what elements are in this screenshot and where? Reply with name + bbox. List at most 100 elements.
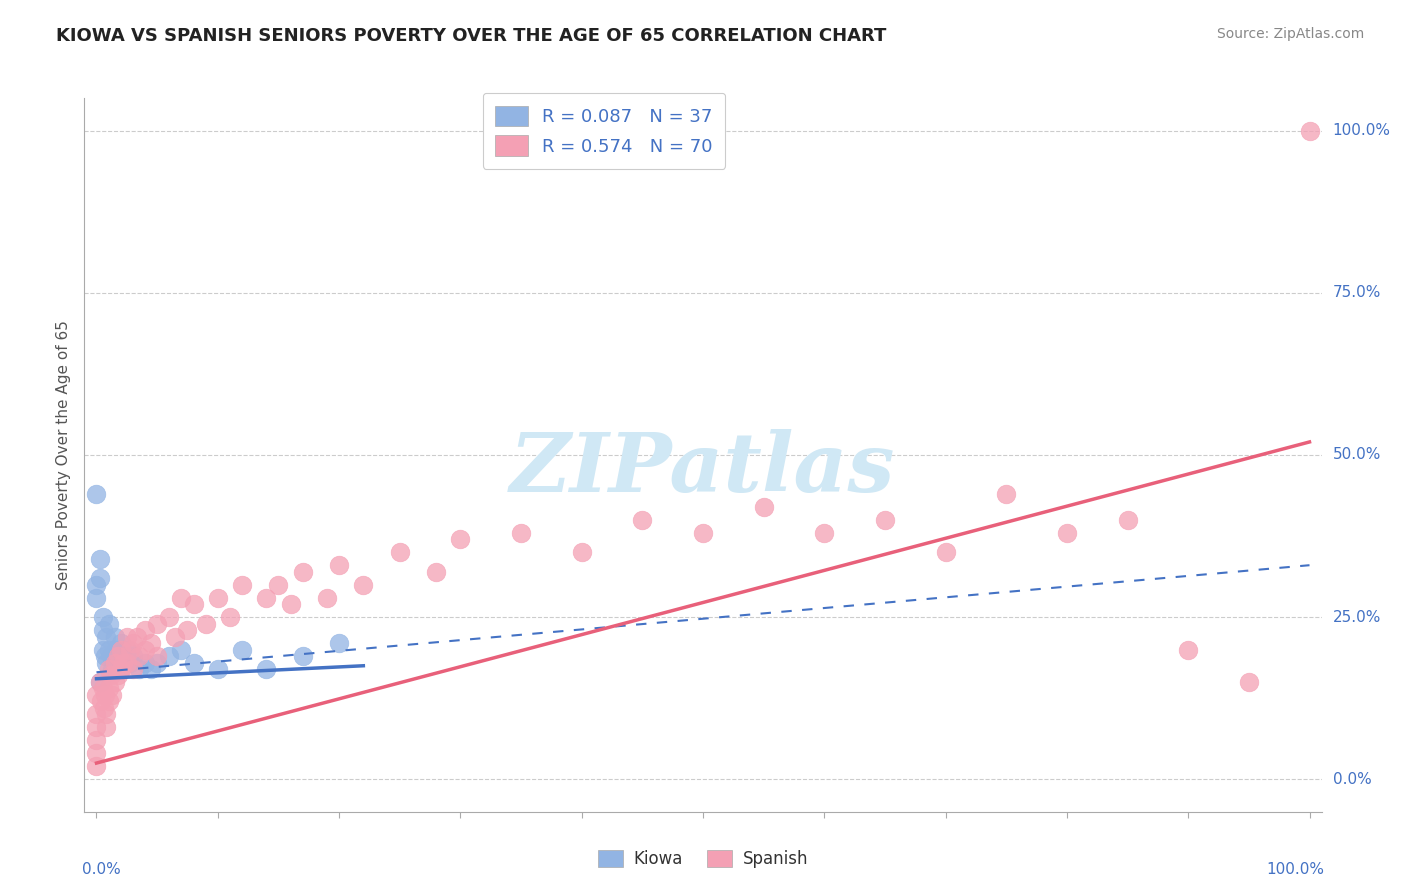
Point: [96, 707, 118, 722]
Point: [120, 656, 142, 670]
Text: 100.0%: 100.0%: [1333, 123, 1391, 138]
Point: [91, 681, 114, 696]
Point: [110, 662, 132, 676]
Point: [89, 571, 111, 585]
Point: [104, 675, 127, 690]
Point: [291, 565, 314, 579]
Point: [157, 648, 180, 663]
Point: [86, 747, 108, 761]
Point: [207, 662, 229, 676]
Point: [146, 648, 169, 663]
Point: [280, 597, 302, 611]
Point: [97, 681, 120, 696]
Point: [139, 636, 162, 650]
Point: [254, 591, 277, 605]
Point: [89, 675, 111, 690]
Point: [110, 636, 132, 650]
Point: [267, 577, 290, 591]
Point: [97, 616, 120, 631]
Point: [207, 591, 229, 605]
Point: [328, 558, 350, 573]
Point: [1056, 525, 1078, 540]
Point: [86, 733, 108, 747]
Point: [134, 642, 156, 657]
Point: [100, 668, 122, 682]
Point: [231, 642, 253, 657]
Text: Source: ZipAtlas.com: Source: ZipAtlas.com: [1216, 27, 1364, 41]
Text: 0.0%: 0.0%: [82, 862, 121, 877]
Point: [165, 630, 187, 644]
Point: [96, 720, 118, 734]
Point: [1177, 642, 1199, 657]
Point: [86, 707, 108, 722]
Point: [104, 642, 127, 657]
Point: [139, 662, 162, 676]
Point: [93, 701, 115, 715]
Point: [115, 656, 138, 670]
Point: [110, 662, 132, 676]
Point: [86, 487, 108, 501]
Point: [115, 642, 138, 657]
Text: 100.0%: 100.0%: [1267, 862, 1324, 877]
Point: [90, 694, 112, 708]
Point: [316, 591, 339, 605]
Point: [122, 648, 145, 663]
Point: [101, 662, 124, 676]
Point: [134, 623, 156, 637]
Point: [91, 642, 114, 657]
Point: [101, 688, 124, 702]
Point: [813, 525, 835, 540]
Point: [425, 565, 447, 579]
Point: [128, 648, 150, 663]
Text: KIOWA VS SPANISH SENIORS POVERTY OVER THE AGE OF 65 CORRELATION CHART: KIOWA VS SPANISH SENIORS POVERTY OVER TH…: [56, 27, 887, 45]
Point: [510, 525, 533, 540]
Point: [122, 662, 145, 676]
Point: [352, 577, 374, 591]
Point: [128, 662, 150, 676]
Point: [291, 648, 314, 663]
Point: [873, 513, 896, 527]
Point: [1298, 123, 1320, 137]
Point: [1116, 513, 1139, 527]
Text: 75.0%: 75.0%: [1333, 285, 1381, 301]
Text: 50.0%: 50.0%: [1333, 448, 1381, 462]
Point: [752, 500, 775, 514]
Point: [104, 630, 127, 644]
Point: [146, 616, 169, 631]
Point: [112, 656, 135, 670]
Point: [183, 597, 205, 611]
Point: [388, 545, 411, 559]
Y-axis label: Seniors Poverty Over the Age of 65: Seniors Poverty Over the Age of 65: [56, 320, 72, 590]
Point: [91, 610, 114, 624]
Point: [194, 616, 217, 631]
Point: [115, 630, 138, 644]
Point: [125, 630, 148, 644]
Point: [110, 642, 132, 657]
Text: 25.0%: 25.0%: [1333, 609, 1381, 624]
Point: [1237, 675, 1260, 690]
Point: [104, 656, 127, 670]
Point: [122, 636, 145, 650]
Point: [100, 648, 122, 663]
Point: [97, 662, 120, 676]
Point: [176, 623, 198, 637]
Point: [86, 591, 108, 605]
Point: [995, 487, 1018, 501]
Point: [86, 577, 108, 591]
Point: [219, 610, 242, 624]
Text: ZIPatlas: ZIPatlas: [510, 429, 896, 509]
Point: [146, 656, 169, 670]
Point: [97, 642, 120, 657]
Point: [86, 688, 108, 702]
Point: [571, 545, 593, 559]
Legend: Kiowa, Spanish: Kiowa, Spanish: [592, 843, 814, 875]
Point: [120, 642, 142, 657]
Point: [170, 591, 193, 605]
Point: [254, 662, 277, 676]
Point: [134, 656, 156, 670]
Point: [86, 720, 108, 734]
Text: 0.0%: 0.0%: [1333, 772, 1371, 787]
Point: [328, 636, 350, 650]
Point: [692, 525, 714, 540]
Point: [97, 694, 120, 708]
